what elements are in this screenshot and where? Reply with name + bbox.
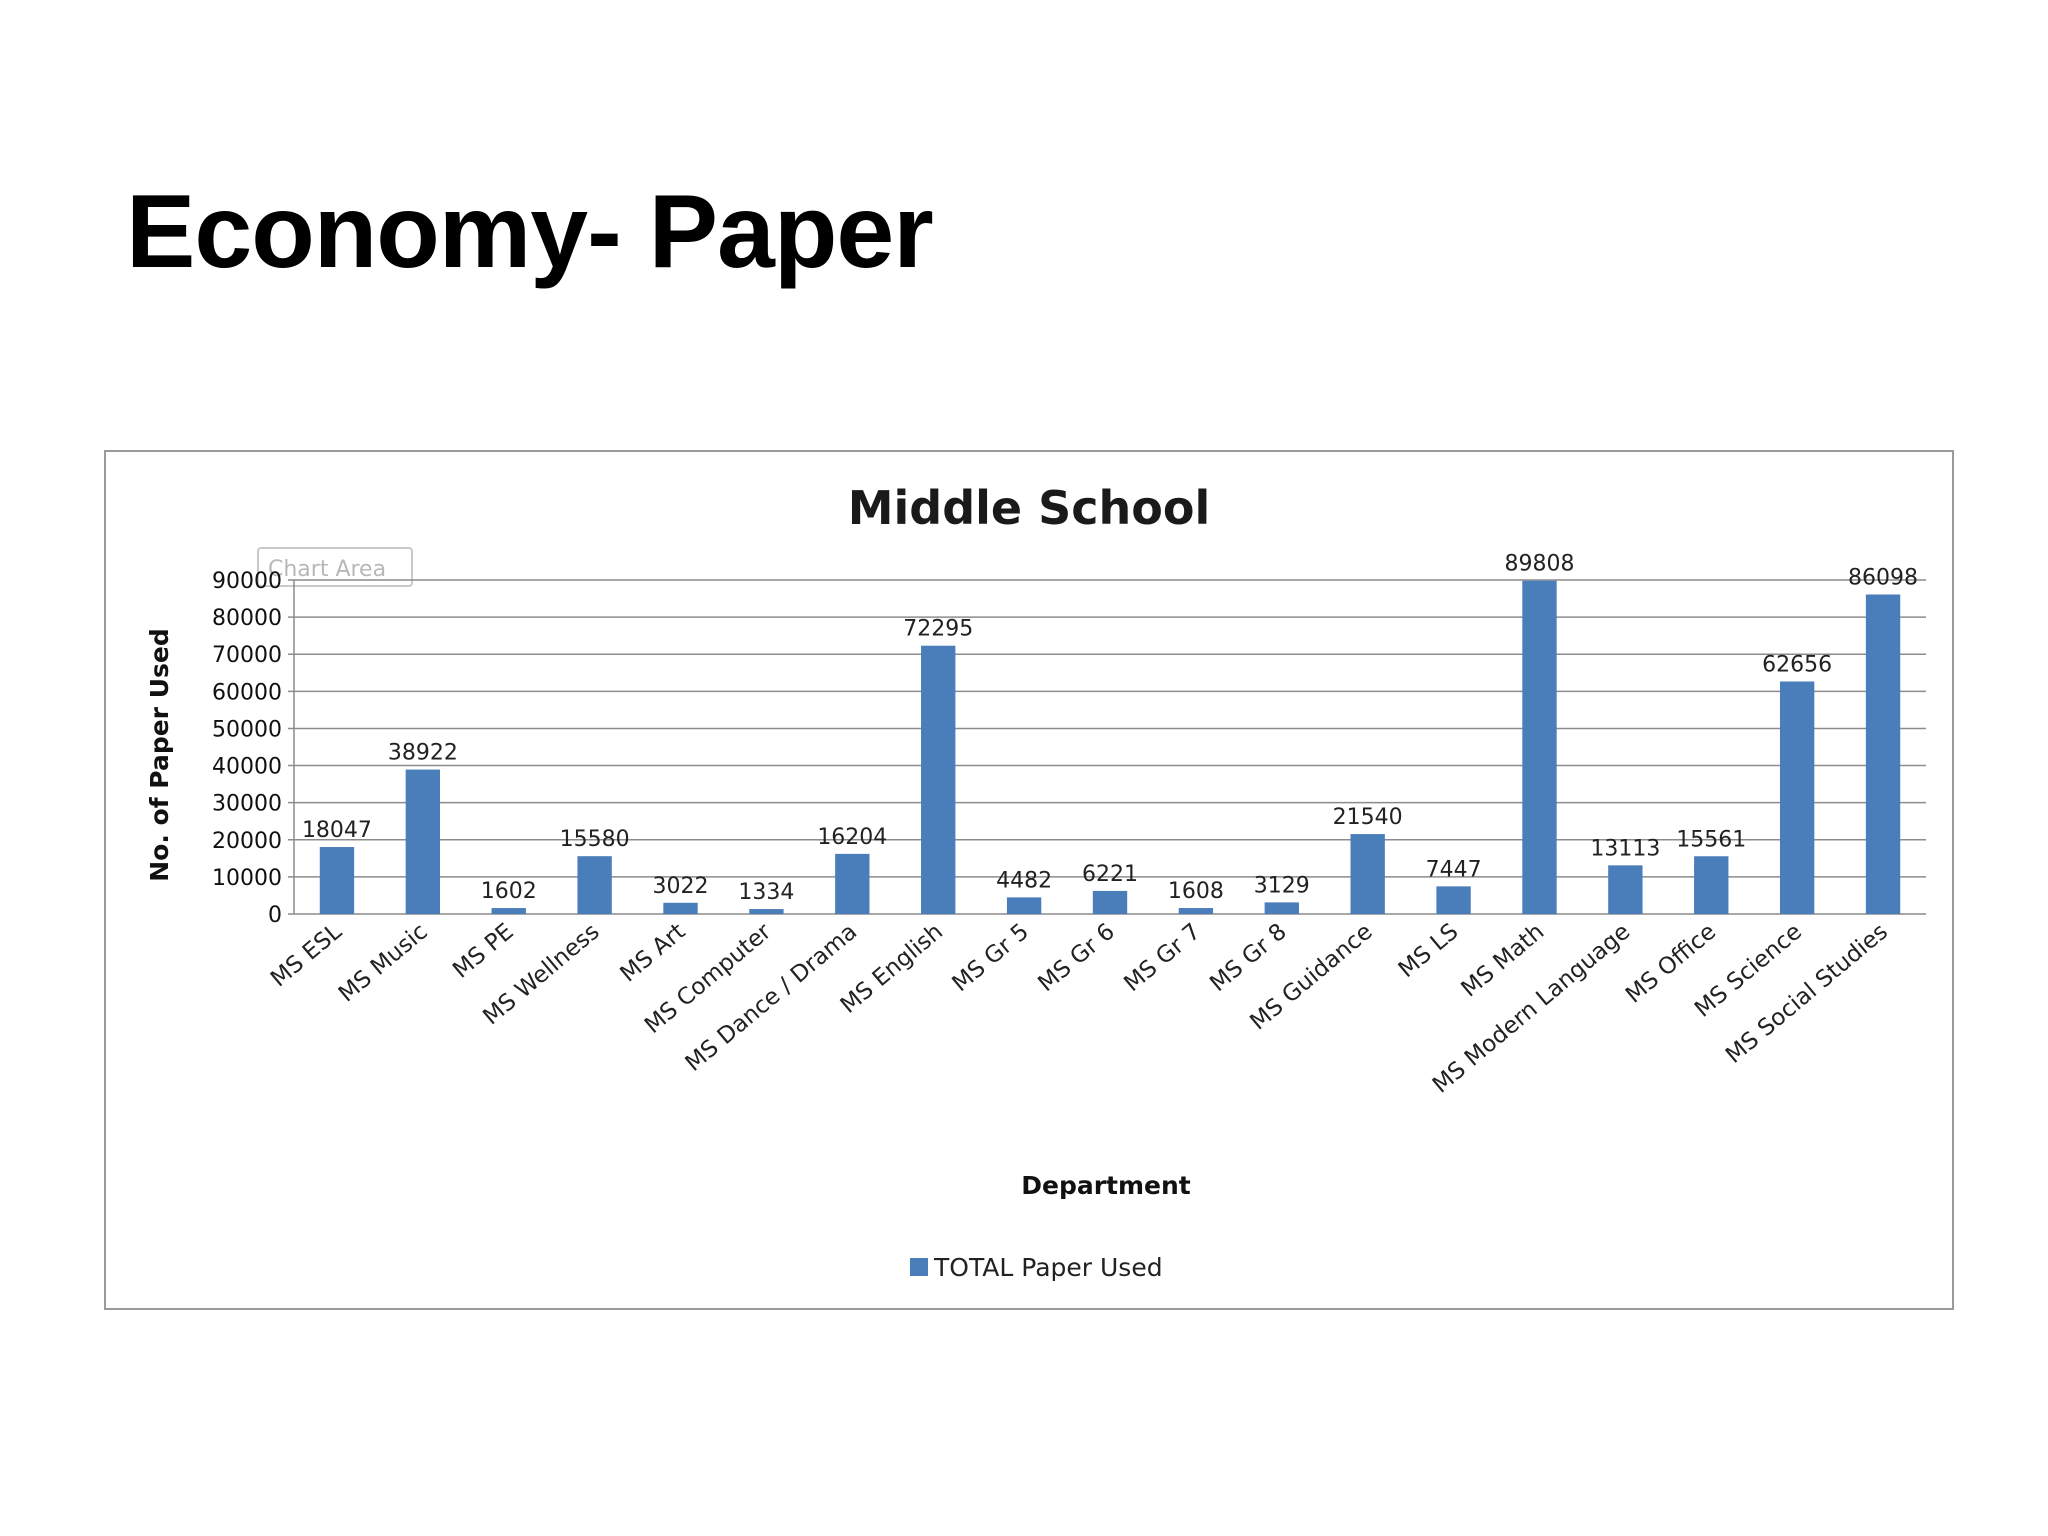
data-label: 4482: [996, 868, 1052, 893]
data-label: 38922: [388, 741, 458, 766]
bar[interactable]: [1006, 897, 1042, 914]
x-tick-label: MS Gr 8: [1205, 919, 1291, 997]
y-axis-title: No. of Paper Used: [145, 628, 174, 882]
chart-area[interactable]: Middle School Chart Area 18047 38922 1602 1…: [104, 450, 1954, 1310]
x-tick-label: MS Gr 5: [948, 919, 1034, 997]
y-tick-label: 90000: [212, 569, 282, 594]
x-axis-title: Department: [1021, 1171, 1191, 1200]
x-tick-label: MS Music: [334, 919, 433, 1008]
data-label: 86098: [1848, 565, 1918, 590]
x-tick-label: MS Gr 7: [1119, 919, 1205, 997]
y-tick-label: 60000: [212, 680, 282, 705]
bar[interactable]: [319, 847, 355, 914]
bar[interactable]: [1092, 890, 1128, 914]
x-tick-label: MS Art: [615, 919, 690, 988]
legend-swatch: [910, 1258, 928, 1276]
bar[interactable]: [1865, 594, 1901, 914]
y-axis-ticks: 0 10000 20000 30000 40000 50000 60000 70000 8000…: [212, 569, 282, 928]
data-label: 15580: [560, 827, 630, 852]
y-tick-label: 50000: [212, 717, 282, 742]
x-tick-label: MS Gr 6: [1033, 919, 1119, 997]
data-labels: 18047 38922 1602 15580 3022 1334 16204 72295 448…: [302, 552, 1918, 905]
bar[interactable]: [749, 909, 784, 914]
bar[interactable]: [921, 645, 956, 914]
bar[interactable]: [835, 853, 870, 914]
data-label: 13113: [1590, 836, 1660, 861]
y-tick-label: 40000: [212, 755, 282, 780]
x-tick-label: MS Social Studies: [1721, 919, 1893, 1069]
bars: [319, 580, 1901, 914]
chart-area-tooltip: Chart Area: [257, 547, 413, 587]
gridlines: [288, 579, 1926, 915]
bar[interactable]: [663, 902, 698, 914]
x-tick-label: MS ESL: [266, 919, 347, 993]
bar-chart: Middle School Chart Area 180473892216021…: [145, 481, 1926, 1282]
data-label: 16204: [817, 825, 887, 850]
data-label: 1608: [1168, 879, 1224, 904]
bar[interactable]: [1436, 886, 1471, 914]
bar[interactable]: [1608, 865, 1643, 914]
data-label: 3022: [653, 874, 709, 899]
y-tick-label: 10000: [212, 866, 282, 891]
bar[interactable]: [1350, 834, 1385, 914]
data-label: 3129: [1254, 873, 1310, 898]
bar[interactable]: [1178, 908, 1214, 914]
data-label: 89808: [1504, 552, 1574, 577]
data-label: 1602: [481, 879, 537, 904]
data-label: 18047: [302, 818, 372, 843]
legend[interactable]: TOTAL Paper Used: [910, 1253, 1163, 1282]
chart-area-tooltip-label: Chart Area: [268, 557, 386, 582]
y-tick-label: 0: [268, 903, 282, 928]
legend-label: TOTAL Paper Used: [933, 1253, 1163, 1282]
bar[interactable]: [1264, 902, 1299, 914]
bar[interactable]: [577, 856, 612, 914]
slide-title: Economy- Paper: [126, 174, 934, 290]
data-label: 6221: [1082, 862, 1138, 887]
data-label: 7447: [1426, 857, 1482, 882]
chart-title: Middle School: [848, 481, 1211, 535]
bar[interactable]: [1522, 580, 1557, 914]
data-label: 1334: [738, 880, 794, 905]
x-tick-label: MS LS: [1394, 919, 1464, 983]
data-label: 15561: [1676, 827, 1746, 852]
bar[interactable]: [1694, 856, 1729, 914]
y-tick-label: 80000: [212, 606, 282, 631]
y-tick-label: 30000: [212, 792, 282, 817]
bar[interactable]: [405, 769, 441, 914]
x-tick-label: MS PE: [448, 919, 518, 984]
bar[interactable]: [491, 908, 526, 914]
data-label: 72295: [903, 617, 973, 642]
y-tick-label: 70000: [212, 643, 282, 668]
data-label: 21540: [1333, 805, 1403, 830]
y-tick-label: 20000: [212, 829, 282, 854]
bar[interactable]: [1779, 681, 1815, 914]
data-label: 62656: [1762, 652, 1832, 677]
